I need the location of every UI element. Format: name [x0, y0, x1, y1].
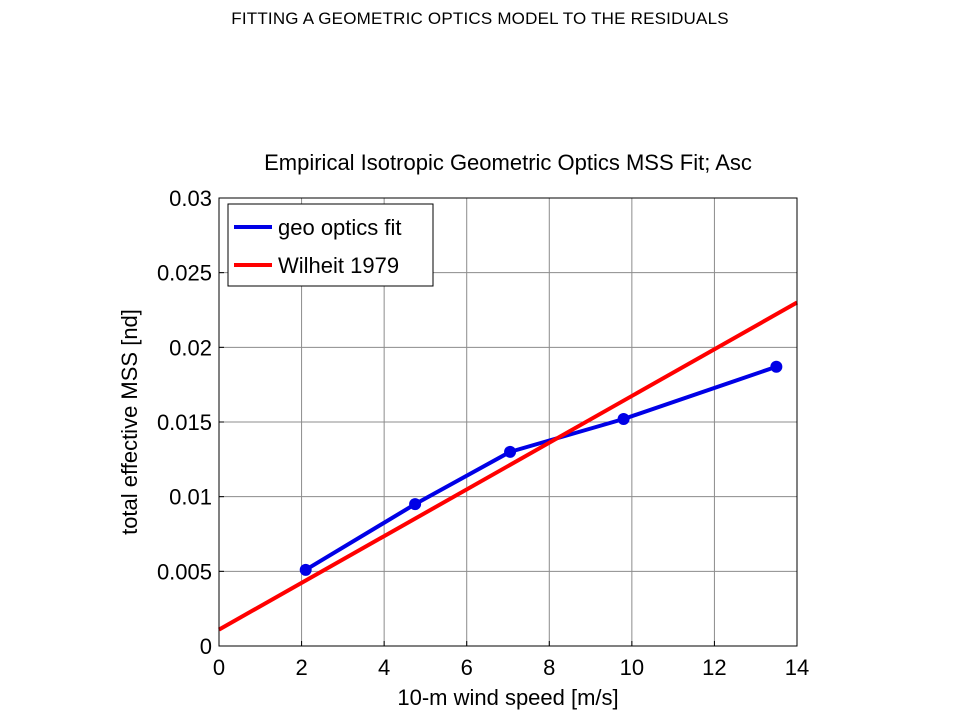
x-tick-label: 14 [785, 655, 809, 680]
y-tick-label: 0.03 [169, 186, 212, 211]
chart-title: Empirical Isotropic Geometric Optics MSS… [264, 150, 752, 175]
y-tick-label: 0.02 [169, 335, 212, 360]
data-point [504, 445, 517, 458]
series-layer [218, 300, 798, 632]
x-tick-label: 4 [378, 655, 390, 680]
y-tick-label: 0.01 [169, 485, 212, 510]
x-tick-label: 6 [461, 655, 473, 680]
data-point [617, 413, 630, 426]
y-axis-label: total effective MSS [nd] [117, 309, 142, 535]
y-tick-label: 0.025 [157, 261, 212, 286]
y-tick-label: 0.005 [157, 559, 212, 584]
slide-heading: FITTING A GEOMETRIC OPTICS MODEL TO THE … [231, 9, 729, 28]
y-tick-label: 0.015 [157, 410, 212, 435]
x-tick-label: 12 [702, 655, 726, 680]
legend-label: geo optics fit [278, 215, 402, 240]
x-tick-label: 8 [543, 655, 555, 680]
legend-label: Wilheit 1979 [278, 253, 399, 278]
data-point [299, 563, 312, 576]
legend-box [227, 203, 434, 287]
x-axis-label: 10-m wind speed [m/s] [397, 685, 618, 710]
x-tick-label: 0 [213, 655, 225, 680]
tick-labels: 0 2 4 6 8 10 12 14 0 0.005 0.01 0.015 0.02 0.025 0.03 [157, 186, 809, 680]
x-tick-label: 10 [620, 655, 644, 680]
legend: geo optics fit Wilheit 1979 [227, 203, 434, 287]
x-tick-label: 2 [295, 655, 307, 680]
data-point [409, 498, 422, 511]
series-line-1 [218, 300, 798, 632]
data-point [770, 360, 783, 373]
y-tick-label: 0 [200, 634, 212, 659]
